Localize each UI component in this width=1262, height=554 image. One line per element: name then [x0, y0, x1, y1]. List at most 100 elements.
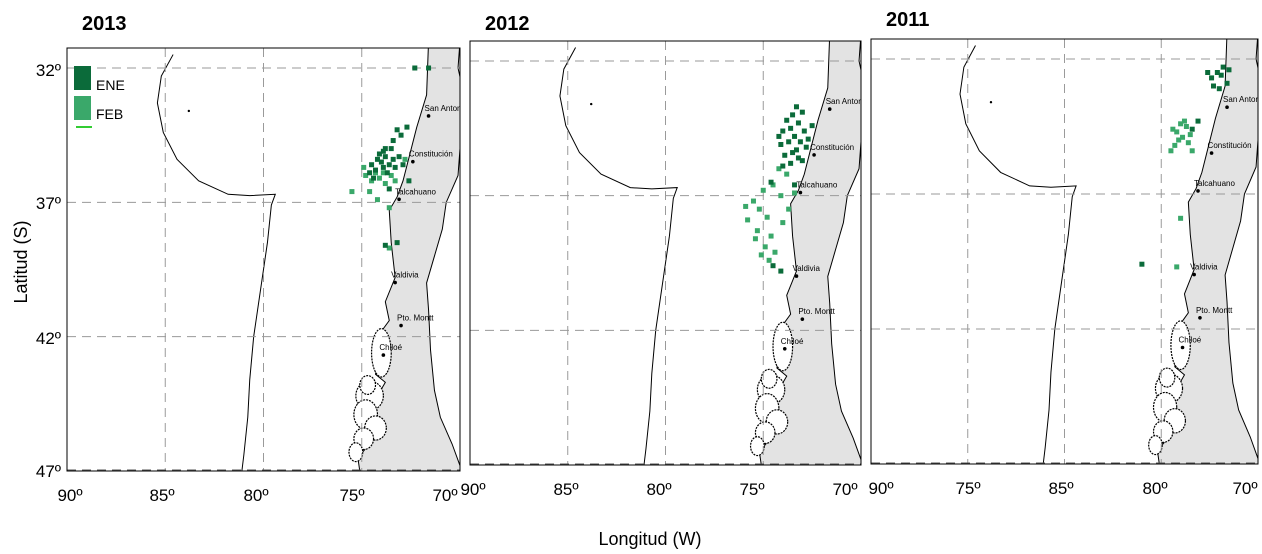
legend-label-feb: FEB	[96, 106, 123, 122]
point-feb	[1178, 215, 1184, 221]
point-ene	[369, 162, 375, 168]
panel-year: 2011	[886, 9, 929, 31]
point-feb	[768, 233, 774, 239]
point-ene	[384, 170, 390, 176]
point-ene	[770, 263, 776, 269]
point-ene	[778, 141, 784, 147]
city-marker	[1196, 189, 1200, 193]
point-ene	[1209, 75, 1215, 81]
point-ene	[799, 109, 805, 115]
city-label: Talcahuano	[796, 181, 837, 190]
panel-frame	[66, 47, 461, 472]
point-feb	[1168, 148, 1174, 154]
point-ene	[803, 144, 809, 150]
point-ene	[380, 164, 386, 170]
x-tick-label: 70º	[832, 480, 857, 499]
point-feb	[363, 172, 369, 178]
city-marker	[411, 159, 415, 164]
point-ene	[386, 162, 392, 168]
x-tick-label: 85º	[1048, 479, 1073, 498]
point-ene	[398, 132, 404, 138]
point-ene	[382, 242, 388, 248]
point-feb	[1187, 132, 1193, 138]
x-tick-label: 85º	[553, 480, 578, 499]
island	[760, 368, 778, 389]
y-axis-label: Latitud (S)	[11, 220, 31, 303]
point-ene	[388, 146, 394, 152]
city-marker	[794, 274, 799, 278]
point-ene	[793, 147, 799, 153]
city-label: Talcahuano	[395, 187, 436, 196]
point-ene	[784, 117, 790, 123]
point-feb	[376, 175, 382, 181]
point-ene	[797, 139, 803, 145]
point-feb	[392, 178, 398, 184]
x-tick-label: 80º	[243, 486, 268, 505]
point-ene	[776, 133, 782, 139]
point-ene	[412, 65, 418, 71]
point-feb	[1183, 124, 1189, 129]
city-label: Pto. Montt	[397, 314, 434, 323]
legend-swatch-ene	[74, 66, 91, 90]
city-marker	[381, 353, 386, 357]
point-feb	[386, 245, 392, 251]
city-marker	[1180, 345, 1185, 350]
x-tick-label: 80º	[1142, 479, 1167, 498]
city-label: Chiloé	[1179, 336, 1202, 345]
point-feb	[762, 244, 768, 250]
point-ene	[778, 268, 784, 274]
point-ene	[378, 159, 384, 165]
point-ene	[1189, 126, 1195, 132]
map-panel-2013: San Antonio Constitución Talcahuano Valdivi…	[36, 13, 461, 505]
city-label: Valdivia	[792, 264, 820, 273]
point-ene	[788, 125, 794, 131]
point-feb	[760, 187, 766, 193]
island	[749, 436, 765, 457]
x-tick-label: 85º	[149, 486, 174, 505]
point-ene	[382, 146, 388, 152]
point-ene	[809, 123, 815, 129]
x-tick-label: 75º	[955, 479, 980, 498]
point-ene	[371, 175, 377, 181]
point-feb	[778, 193, 784, 199]
panel-year: 2013	[82, 13, 127, 35]
point-ene	[1205, 70, 1211, 75]
point-feb	[1170, 126, 1176, 132]
point-ene	[390, 156, 396, 162]
boundary-line	[959, 45, 1077, 464]
point-ene	[1139, 261, 1145, 267]
point-ene	[404, 124, 410, 130]
point-ene	[1214, 70, 1220, 75]
point-feb	[750, 198, 756, 204]
city-label: San Antonio	[1223, 95, 1262, 104]
panel-year: 2012	[485, 13, 530, 35]
point-ene	[374, 156, 380, 162]
point-ene	[1210, 83, 1216, 89]
island-marker	[989, 101, 993, 104]
point-ene	[386, 186, 392, 192]
island	[772, 321, 794, 372]
point-ene	[805, 136, 811, 142]
city-label: Pto. Montt	[1196, 306, 1233, 315]
point-ene	[376, 151, 382, 157]
y-tick-label: 47º	[36, 462, 61, 481]
point-feb	[776, 166, 782, 172]
x-tick-label: 70º	[432, 486, 457, 505]
city-marker	[399, 323, 403, 328]
point-ene	[795, 155, 801, 161]
point-feb	[772, 249, 778, 255]
city-marker	[393, 280, 397, 285]
point-ene	[380, 148, 386, 154]
point-ene	[793, 104, 799, 110]
point-feb	[764, 214, 770, 220]
point-feb	[1180, 134, 1186, 140]
point-feb	[754, 228, 760, 234]
city-marker	[426, 114, 431, 118]
point-feb	[1185, 140, 1191, 146]
point-ene	[792, 182, 798, 188]
x-tick-label: 75º	[339, 486, 364, 505]
x-tick-label: 80º	[646, 480, 671, 499]
city-label: Valdivia	[391, 271, 419, 280]
point-feb	[1176, 137, 1182, 143]
point-ene	[396, 154, 402, 160]
